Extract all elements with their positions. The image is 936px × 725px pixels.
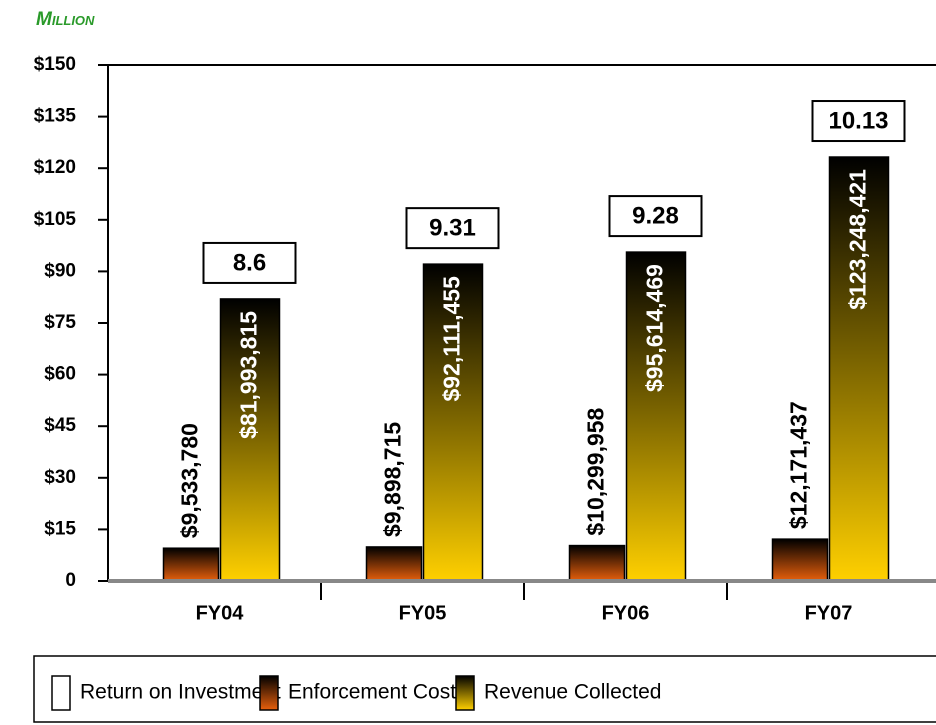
bar: [771, 538, 829, 582]
legend-swatch: [51, 675, 71, 711]
x-tick-label: FY04: [196, 602, 245, 624]
value-label: $9,898,715: [380, 422, 406, 537]
roi-label: 8.6: [233, 249, 266, 276]
legend-box: [33, 655, 936, 723]
y-tick-label: $30: [44, 467, 76, 488]
chart-title: Million: [36, 9, 95, 30]
y-tick-label: $90: [44, 260, 76, 281]
value-label: $9,533,780: [177, 423, 203, 538]
y-tick-label: $150: [34, 54, 76, 75]
y-tick-label: $45: [44, 415, 76, 436]
legend-swatch: [455, 675, 475, 711]
y-tick-label: $105: [34, 209, 77, 230]
x-tick-label: FY07: [805, 602, 853, 624]
bar: [219, 298, 281, 582]
y-tick-label: $15: [44, 518, 76, 539]
y-tick-label: $120: [34, 157, 76, 178]
y-tick-label: 0: [65, 570, 76, 591]
value-label: $10,299,958: [583, 407, 609, 535]
roi-box: [811, 100, 906, 143]
y-tick-label: $135: [34, 106, 77, 127]
roi-label: 9.28: [632, 202, 679, 229]
legend-label: Enforcement Cost: [288, 681, 456, 704]
y-tick-label: $75: [44, 312, 76, 333]
bar: [162, 547, 220, 582]
legend-label: Return on Investment: [80, 681, 281, 704]
roi-box: [405, 207, 500, 250]
value-label: $81,993,815: [236, 311, 262, 439]
bar: [828, 156, 890, 582]
y-tick-label: $60: [44, 364, 76, 385]
bar: [422, 263, 484, 582]
bar: [568, 544, 626, 582]
bar: [365, 546, 423, 582]
value-label: $12,171,437: [786, 401, 812, 529]
value-label: $95,614,469: [642, 264, 668, 392]
roi-box: [608, 195, 703, 238]
roi-label: 10.13: [828, 107, 888, 134]
legend-label: Revenue Collected: [484, 681, 661, 704]
x-tick-label: FY06: [602, 602, 650, 624]
legend-swatch: [259, 675, 279, 711]
roi-box: [202, 241, 297, 284]
value-label: $123,248,421: [845, 169, 871, 310]
roi-label: 9.31: [429, 214, 476, 241]
value-label: $92,111,455: [439, 276, 465, 402]
x-tick-label: FY05: [399, 602, 447, 624]
